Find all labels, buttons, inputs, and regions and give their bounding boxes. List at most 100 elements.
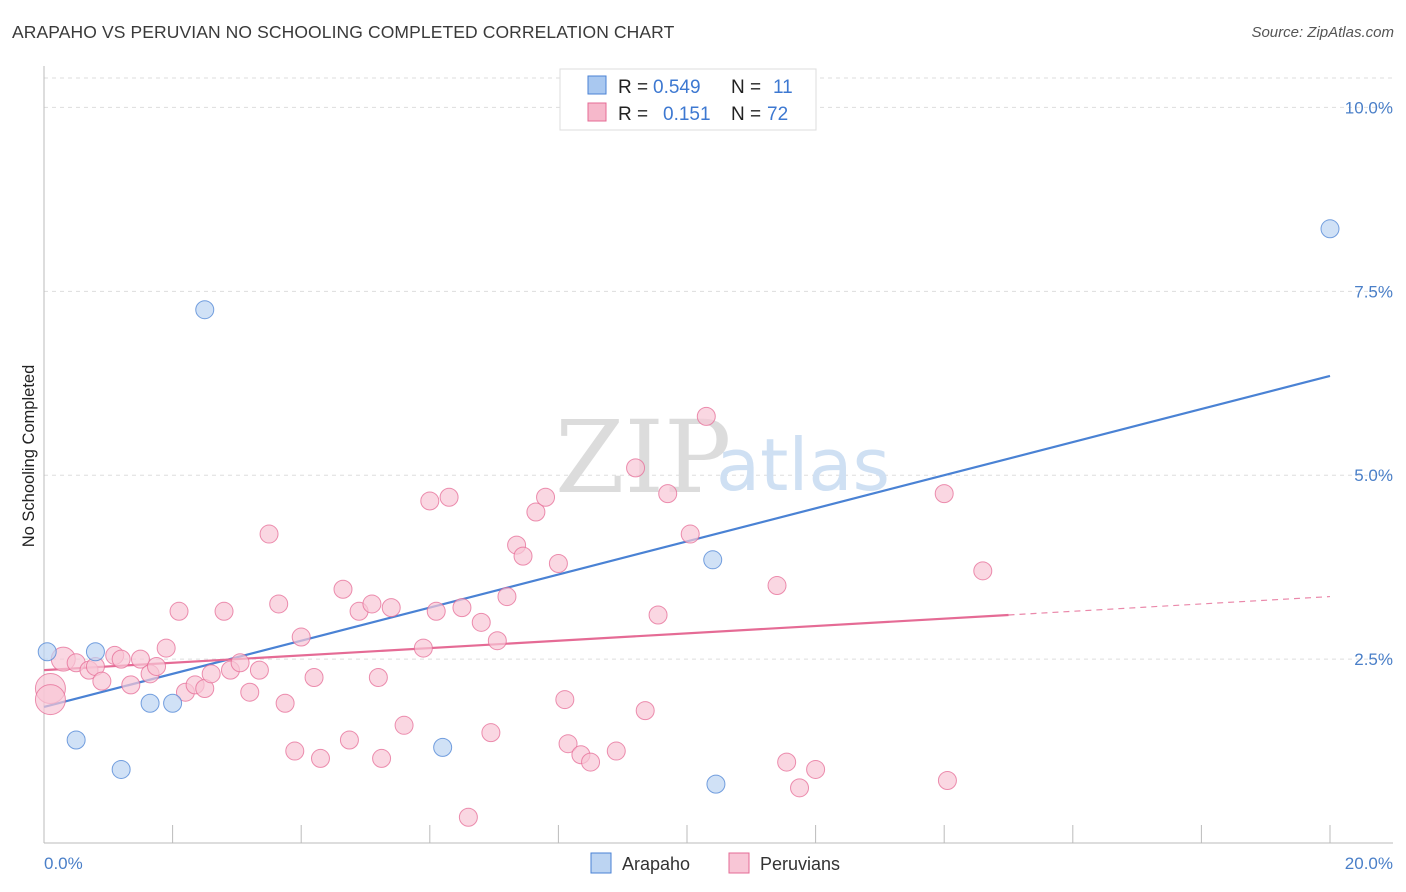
- point-peruvians: [304, 667, 324, 687]
- legend-n-label: N =: [731, 77, 761, 98]
- bottom-legend: Arapaho Peruvians: [590, 852, 840, 874]
- legend-swatch-peruvians: [587, 102, 607, 122]
- point-arapaho: [140, 693, 160, 713]
- y-tick-label: 10.0%: [1345, 98, 1393, 117]
- point-peruvians: [487, 631, 507, 651]
- point-peruvians: [249, 660, 269, 680]
- legend-swatch-arapaho: [587, 75, 607, 95]
- watermark-atlas: atlas: [716, 423, 890, 507]
- legend: R = 0.549 N = 11 R = 0.151 N = 72: [559, 68, 817, 131]
- x-tick-label: 20.0%: [1345, 854, 1393, 873]
- chart-title: ARAPAHO VS PERUVIAN NO SCHOOLING COMPLET…: [12, 22, 675, 42]
- point-arapaho: [85, 642, 105, 662]
- point-arapaho: [37, 642, 57, 662]
- bottom-legend-swatch-peruvians: [728, 852, 750, 874]
- trend-extension-peruvians: [1008, 595, 1331, 616]
- point-peruvians: [558, 734, 578, 754]
- point-peruvians: [513, 546, 533, 566]
- point-peruvians: [439, 487, 459, 507]
- point-peruvians: [111, 649, 131, 669]
- point-peruvians: [626, 458, 646, 478]
- legend-n-value: 72: [767, 104, 788, 125]
- point-peruvians: [214, 601, 234, 621]
- point-peruvians: [372, 748, 392, 768]
- point-arapaho: [1320, 219, 1340, 239]
- chart-source: Source: ZipAtlas.com: [1251, 24, 1394, 41]
- point-peruvians: [368, 667, 388, 687]
- point-arapaho: [163, 693, 183, 713]
- point-peruvians: [310, 748, 330, 768]
- point-peruvians: [536, 487, 556, 507]
- point-arapaho: [66, 730, 86, 750]
- point-peruvians: [34, 684, 66, 716]
- x-tick-label: 0.0%: [44, 854, 83, 873]
- point-peruvians: [269, 594, 289, 614]
- point-arapaho: [703, 550, 723, 570]
- point-peruvians: [426, 601, 446, 621]
- point-peruvians: [648, 605, 668, 625]
- point-peruvians: [934, 484, 954, 504]
- point-peruvians: [658, 484, 678, 504]
- y-tick-label: 2.5%: [1354, 650, 1393, 669]
- point-peruvians: [635, 701, 655, 721]
- point-peruvians: [581, 752, 601, 772]
- grid-lines: [44, 77, 1393, 660]
- y-tick-label: 7.5%: [1354, 282, 1393, 301]
- legend-n-value: 11: [773, 77, 793, 98]
- point-peruvians: [452, 598, 472, 618]
- point-peruvians: [526, 502, 546, 522]
- point-peruvians: [169, 601, 189, 621]
- point-arapaho: [433, 737, 453, 757]
- point-peruvians: [555, 690, 575, 710]
- point-peruvians: [696, 406, 716, 426]
- point-peruvians: [394, 715, 414, 735]
- y-axis-title: No Schooling Completed: [20, 365, 38, 548]
- point-peruvians: [333, 579, 353, 599]
- point-peruvians: [130, 649, 150, 669]
- legend-r-label: R =: [618, 104, 648, 125]
- point-peruvians: [790, 778, 810, 798]
- y-tick-label: 5.0%: [1354, 466, 1393, 485]
- legend-r-value: 0.549: [653, 77, 701, 98]
- legend-n-label: N =: [731, 104, 761, 125]
- point-peruvians: [413, 638, 433, 658]
- point-peruvians: [147, 656, 167, 676]
- data-points: [34, 219, 1340, 827]
- point-peruvians: [201, 664, 221, 684]
- point-peruvians: [240, 682, 260, 702]
- point-peruvians: [230, 653, 250, 673]
- point-peruvians: [806, 759, 826, 779]
- point-peruvians: [680, 524, 700, 544]
- point-peruvians: [497, 587, 517, 607]
- legend-r-label: R =: [618, 77, 648, 98]
- bottom-legend-label: Arapaho: [622, 854, 690, 874]
- point-peruvians: [285, 741, 305, 761]
- legend-r-value: 0.151: [663, 104, 711, 125]
- point-arapaho: [706, 774, 726, 794]
- tick-labels: 2.5% 5.0% 7.5% 10.0% 0.0% 20.0%: [44, 98, 1393, 873]
- bottom-legend-label: Peruvians: [760, 854, 840, 874]
- trend-line-peruvians: [43, 613, 1009, 672]
- point-peruvians: [767, 576, 787, 596]
- point-peruvians: [291, 627, 311, 647]
- bottom-legend-swatch-arapaho: [590, 852, 612, 874]
- point-peruvians: [275, 693, 295, 713]
- point-peruvians: [481, 723, 501, 743]
- point-peruvians: [156, 638, 176, 658]
- point-peruvians: [339, 730, 359, 750]
- point-peruvians: [121, 675, 141, 695]
- point-peruvians: [362, 594, 382, 614]
- point-peruvians: [937, 770, 957, 790]
- point-peruvians: [381, 598, 401, 618]
- point-peruvians: [259, 524, 279, 544]
- point-arapaho: [111, 759, 131, 779]
- point-peruvians: [471, 612, 491, 632]
- point-peruvians: [548, 553, 568, 573]
- point-peruvians: [458, 807, 478, 827]
- point-peruvians: [606, 741, 626, 761]
- point-peruvians: [973, 561, 993, 581]
- point-peruvians: [777, 752, 797, 772]
- point-peruvians: [92, 671, 112, 691]
- point-arapaho: [195, 300, 215, 320]
